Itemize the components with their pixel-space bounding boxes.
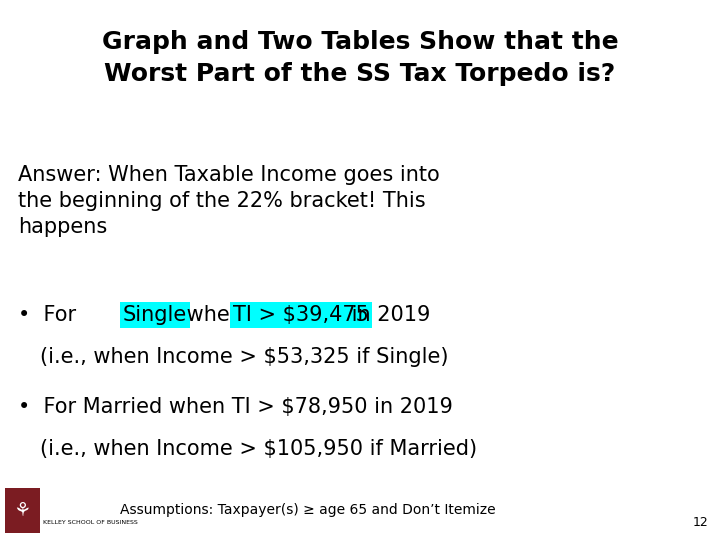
Text: •  For Married when TI > $78,950 in 2019: • For Married when TI > $78,950 in 2019: [18, 397, 453, 417]
Text: KELLEY SCHOOL OF BUSINESS: KELLEY SCHOOL OF BUSINESS: [43, 519, 138, 524]
Text: ⚘: ⚘: [13, 501, 31, 519]
Text: Assumptions: Taxpayer(s) ≥ age 65 and Don’t Itemize: Assumptions: Taxpayer(s) ≥ age 65 and Do…: [120, 503, 495, 517]
Text: (i.e., when Income > $105,950 if Married): (i.e., when Income > $105,950 if Married…: [40, 439, 477, 459]
Text: •  For: • For: [18, 305, 83, 325]
FancyBboxPatch shape: [5, 488, 40, 533]
Text: Graph and Two Tables Show that the
Worst Part of the SS Tax Torpedo is?: Graph and Two Tables Show that the Worst…: [102, 30, 618, 86]
Text: 12: 12: [692, 516, 708, 529]
Text: (i.e., when Income > $53,325 if Single): (i.e., when Income > $53,325 if Single): [40, 347, 449, 367]
Text: TI > $39,475: TI > $39,475: [233, 305, 369, 325]
Text: Answer: When Taxable Income goes into
the beginning of the 22% bracket! This
hap: Answer: When Taxable Income goes into th…: [18, 165, 440, 237]
Text: in 2019: in 2019: [345, 305, 431, 325]
Text: Single: Single: [123, 305, 187, 325]
Text: when: when: [180, 305, 250, 325]
